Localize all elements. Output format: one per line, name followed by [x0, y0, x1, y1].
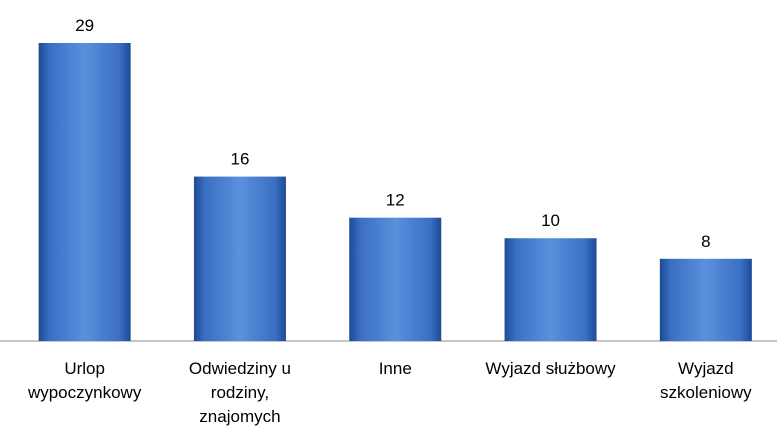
x-tick-label: Wyjazd służbowy: [485, 359, 616, 378]
bar: [193, 176, 286, 341]
x-tick-label: Urlop wypoczynkowy: [27, 359, 142, 402]
bar: [38, 43, 131, 341]
value-label: 8: [701, 232, 710, 251]
value-label: 16: [230, 150, 249, 169]
value-label: 29: [75, 16, 94, 35]
bar: [504, 238, 597, 341]
bar: [349, 217, 442, 341]
value-label: 12: [386, 191, 405, 210]
x-tick-label: Wyjazd szkoleniowy: [660, 359, 752, 402]
bar: [659, 258, 752, 341]
value-label: 10: [541, 211, 560, 230]
x-tick-label: Inne: [378, 359, 412, 378]
x-tick-label: Odwiedziny u rodziny, znajomych: [188, 359, 291, 426]
